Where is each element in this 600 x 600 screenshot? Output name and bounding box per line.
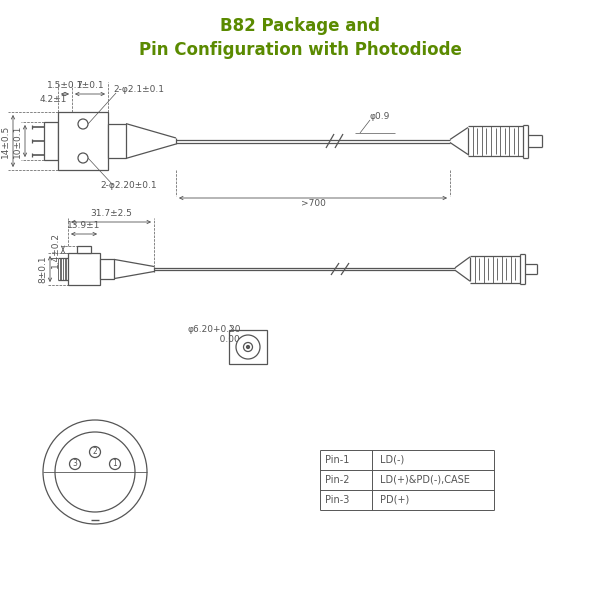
Text: 1.4±0.2: 1.4±0.2	[51, 232, 60, 268]
Text: 1.5±0.1: 1.5±0.1	[47, 81, 83, 90]
Text: 31.7±2.5: 31.7±2.5	[90, 209, 132, 218]
Text: B82 Package and
Pin Configuration with Photodiode: B82 Package and Pin Configuration with P…	[139, 17, 461, 59]
Text: Pin-3: Pin-3	[325, 495, 349, 505]
Text: 10±0.1: 10±0.1	[13, 124, 22, 158]
Text: >700: >700	[301, 199, 325, 208]
Text: 8±0.1: 8±0.1	[38, 255, 47, 283]
Text: φ6.20+0.20
           0.00: φ6.20+0.20 0.00	[188, 325, 241, 344]
Bar	[100, 259, 114, 278]
Text: PD(+): PD(+)	[380, 495, 409, 505]
Bar	[58, 112, 108, 170]
Text: φ0.9: φ0.9	[370, 112, 391, 121]
Bar	[229, 330, 267, 364]
Text: 3: 3	[73, 460, 77, 469]
Bar	[44, 122, 58, 160]
Circle shape	[236, 335, 260, 359]
Circle shape	[89, 446, 101, 457]
Circle shape	[43, 420, 147, 524]
Text: 1: 1	[113, 460, 118, 469]
Circle shape	[55, 432, 135, 512]
Circle shape	[78, 153, 88, 163]
Text: 2-φ2.20±0.1: 2-φ2.20±0.1	[100, 181, 157, 190]
Text: 13.9±1: 13.9±1	[67, 221, 101, 230]
Text: 14±0.5: 14±0.5	[1, 124, 10, 158]
Circle shape	[78, 119, 88, 129]
Circle shape	[247, 346, 250, 349]
Text: Pin-1: Pin-1	[325, 455, 349, 465]
Circle shape	[244, 343, 253, 352]
Bar	[68, 253, 100, 285]
Text: 7±0.1: 7±0.1	[76, 81, 104, 90]
Bar	[77, 246, 91, 253]
Text: Pin-2: Pin-2	[325, 475, 349, 485]
Text: 2-φ2.1±0.1: 2-φ2.1±0.1	[113, 85, 164, 94]
Circle shape	[110, 458, 121, 469]
Text: LD(+)&PD(-),CASE: LD(+)&PD(-),CASE	[380, 475, 470, 485]
Text: LD(-): LD(-)	[380, 455, 404, 465]
Text: 4.2±1: 4.2±1	[40, 95, 67, 104]
Bar	[108, 124, 126, 158]
Text: 2: 2	[92, 448, 97, 457]
Circle shape	[70, 458, 80, 469]
